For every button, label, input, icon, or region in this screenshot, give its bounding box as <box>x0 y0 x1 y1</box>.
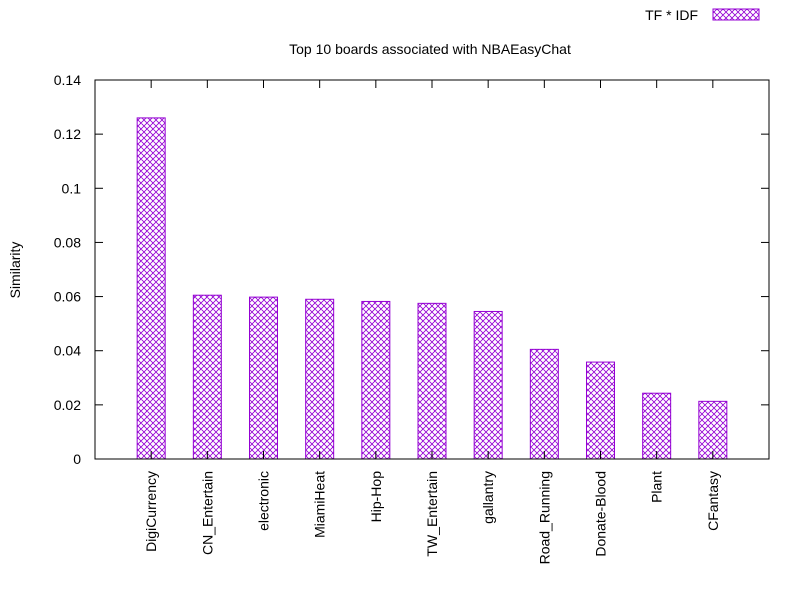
y-tick-label: 0.08 <box>54 234 81 250</box>
legend-swatch <box>712 8 760 21</box>
y-tick-label: 0.04 <box>54 343 81 359</box>
y-ticks-group: 0 0.02 0.04 0.06 0.08 0.1 0.12 0.14 <box>54 72 769 467</box>
y-tick-label: 0.1 <box>62 180 82 196</box>
x-tick-label: gallantry <box>480 471 496 524</box>
x-tick-label: TW_Entertain <box>424 471 440 557</box>
bars-group <box>136 117 728 460</box>
bar-road-running <box>529 348 559 460</box>
bar-digicurrency <box>136 117 166 460</box>
x-tick-label: CFantasy <box>705 471 721 531</box>
bar-hip-hop <box>361 300 391 460</box>
y-axis-label: Similarity <box>7 242 23 299</box>
y-tick-label: 0.12 <box>54 126 81 142</box>
x-tick-label: Donate-Blood <box>593 471 609 557</box>
x-tick-label: Road_Running <box>536 471 552 564</box>
bar-donate-blood <box>586 361 615 460</box>
x-ticks-group: DigiCurrency CN_Entertain electronic MiamiH… <box>143 80 721 564</box>
x-tick-label: DigiCurrency <box>143 471 159 552</box>
x-tick-label: Plant <box>649 471 665 503</box>
legend-label: TF * IDF <box>645 7 698 23</box>
legend: TF * IDF <box>645 7 760 23</box>
x-tick-label: electronic <box>256 471 272 531</box>
bar-cn-entertain <box>192 294 222 460</box>
y-tick-label: 0 <box>73 451 81 467</box>
plot-frame <box>94 79 770 460</box>
bar-gallantry <box>473 310 503 460</box>
bar-miamiheat <box>305 298 335 460</box>
x-tick-label: CN_Entertain <box>199 471 215 555</box>
bar-tw-entertain <box>417 302 447 460</box>
bar-electronic <box>249 296 278 460</box>
x-tick-label: MiamiHeat <box>312 471 328 538</box>
y-tick-label: 0.02 <box>54 397 81 413</box>
x-tick-label: Hip-Hop <box>368 471 384 523</box>
y-tick-label: 0.14 <box>54 72 81 88</box>
bar-cfantasy <box>698 400 728 460</box>
chart-title: Top 10 boards associated with NBAEasyCha… <box>289 41 571 57</box>
bar-plant <box>642 392 672 460</box>
y-tick-label: 0.06 <box>54 289 81 305</box>
